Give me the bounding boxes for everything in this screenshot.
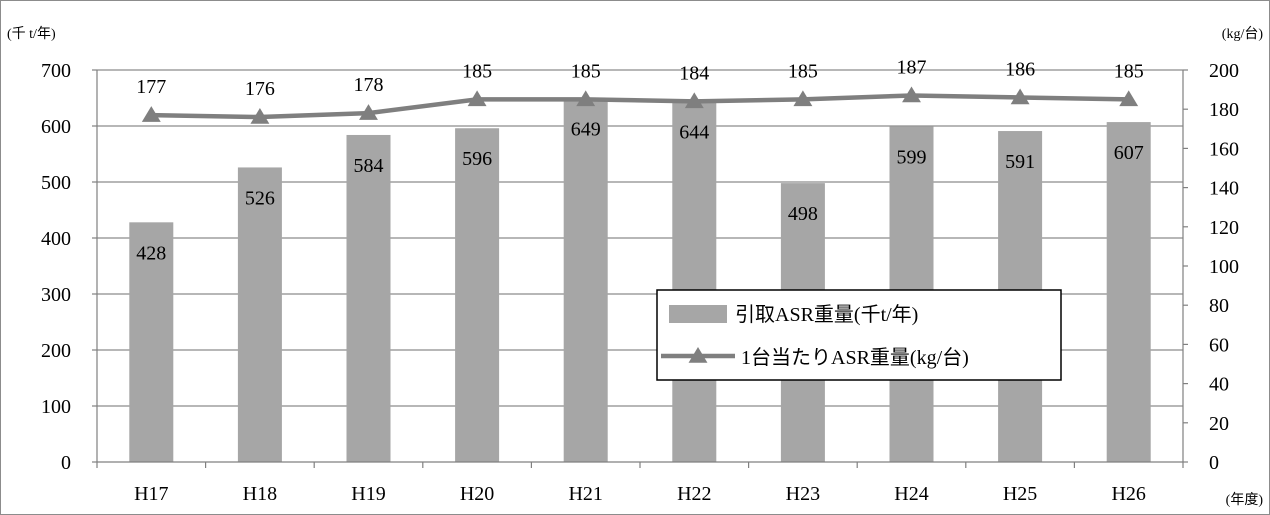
right-tick-label: 80 — [1209, 295, 1229, 317]
left-tick-label: 200 — [41, 340, 71, 362]
legend: 引取ASR重量(千t/年) 1台当たりASR重量(kg/台) — [656, 289, 1062, 381]
right-tick-label: 200 — [1209, 60, 1239, 82]
right-tick-label: 20 — [1209, 413, 1229, 435]
left-tick-label: 500 — [41, 172, 71, 194]
line-marker-H25 — [1010, 88, 1030, 105]
line-marker-H22 — [684, 92, 704, 109]
right-axis-unit-label: (kg/台) — [1222, 26, 1264, 42]
x-tick-label: H23 — [786, 483, 820, 505]
line-marker-H17 — [141, 106, 161, 122]
bar-H22 — [672, 101, 717, 463]
bar-data-label: 607 — [1114, 142, 1144, 164]
bar-data-label: 599 — [897, 147, 927, 169]
left-tick-label: 400 — [41, 228, 71, 250]
line-marker-H21 — [576, 90, 596, 107]
bar-H19 — [346, 134, 391, 462]
x-tick-label: H18 — [243, 483, 277, 505]
tick-labels: 0 100 200 300 400 500 600 700 0 20 40 60 80 100 120 140… — [41, 60, 1239, 505]
bar-H21 — [563, 98, 608, 462]
x-tick-label: H22 — [677, 483, 711, 505]
x-tick-label: H21 — [568, 483, 602, 505]
line-data-label: 184 — [679, 62, 709, 84]
legend-bar-label: 引取ASR重量(千t/年) — [735, 303, 918, 326]
bar-data-label: 596 — [462, 148, 492, 170]
left-tick-label: 0 — [61, 452, 71, 474]
right-tick-label: 160 — [1209, 138, 1239, 160]
right-tick-label: 40 — [1209, 374, 1229, 396]
bar-H17 — [129, 222, 174, 462]
line-marker-H19 — [359, 104, 378, 120]
line-series-path — [151, 93, 1129, 120]
right-tick-label: 60 — [1209, 334, 1229, 356]
x-tick-label: H20 — [460, 483, 494, 505]
line-data-label: 185 — [571, 60, 601, 82]
line-data-label: 177 — [136, 76, 166, 98]
right-tick-label: 100 — [1209, 256, 1239, 278]
line-marker-H26 — [1119, 90, 1139, 107]
line-data-label: 176 — [245, 78, 275, 100]
right-tick-label: 180 — [1209, 99, 1239, 121]
x-tick-label: H26 — [1111, 483, 1145, 505]
legend-line-label: 1台当たりASR重量(kg/台) — [741, 346, 969, 369]
right-tick-label: 140 — [1209, 178, 1239, 200]
bar-data-label: 498 — [788, 203, 818, 225]
left-tick-label: 700 — [41, 60, 71, 82]
line-data-label: 187 — [897, 56, 927, 78]
line-data-label: 178 — [354, 74, 384, 96]
bar-data-label: 644 — [679, 121, 709, 143]
bar-H20 — [455, 128, 500, 462]
line-marker-H24 — [902, 86, 921, 103]
bar-data-label: 649 — [571, 119, 601, 141]
bar-H18 — [237, 167, 282, 462]
line-series — [141, 86, 1139, 124]
line-data-label: 186 — [1005, 58, 1035, 80]
bar-data-label: 428 — [136, 242, 166, 264]
data-labels: 177 176 178 185 185 184 185 187 186 185 428 526 584 5… — [136, 56, 1143, 264]
line-marker-H20 — [467, 90, 487, 107]
legend-bar-swatch — [669, 305, 727, 323]
x-tick-label: H24 — [894, 483, 928, 505]
bar-H26 — [1106, 122, 1151, 462]
line-data-label: 185 — [1114, 60, 1144, 82]
left-tick-label: 300 — [41, 284, 71, 306]
left-tick-label: 600 — [41, 116, 71, 138]
line-data-label: 185 — [788, 60, 818, 82]
left-tick-label: 100 — [41, 396, 71, 418]
bar-data-label: 591 — [1005, 151, 1035, 173]
line-data-label: 185 — [462, 60, 492, 82]
right-tick-label: 120 — [1209, 217, 1239, 239]
x-tick-label: H17 — [134, 483, 168, 505]
right-tick-label: 0 — [1209, 452, 1219, 474]
bar-series — [129, 98, 1151, 463]
x-tick-label: H19 — [351, 483, 385, 505]
bar-data-label: 584 — [354, 155, 384, 177]
line-marker-H18 — [250, 108, 270, 124]
left-axis-unit-label: (千 t/年) — [7, 26, 56, 42]
x-tick-label: H25 — [1003, 483, 1037, 505]
legend-triangle-marker — [688, 347, 708, 363]
bar-data-label: 526 — [245, 187, 275, 209]
line-marker-H23 — [793, 90, 813, 107]
x-axis-unit-label: (年度) — [1226, 492, 1264, 508]
